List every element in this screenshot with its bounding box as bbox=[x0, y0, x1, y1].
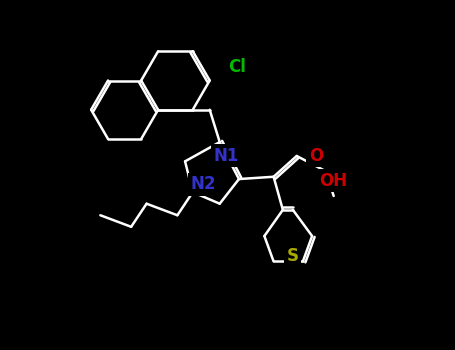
Text: Cl: Cl bbox=[228, 58, 246, 76]
Text: N1: N1 bbox=[213, 147, 238, 165]
Text: O: O bbox=[309, 147, 323, 165]
Text: N2: N2 bbox=[190, 175, 216, 194]
Text: S: S bbox=[287, 247, 299, 265]
Text: OH: OH bbox=[319, 172, 348, 190]
